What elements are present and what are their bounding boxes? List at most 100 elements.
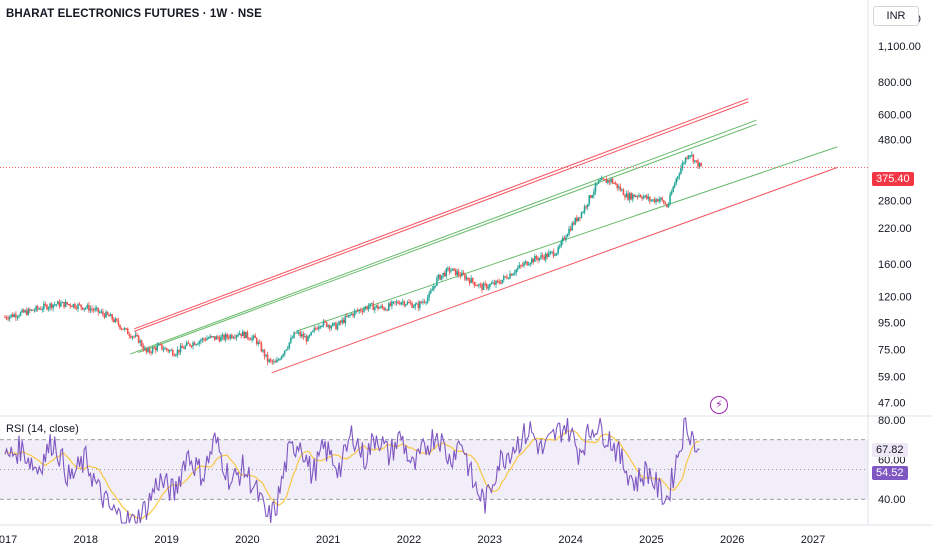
candle-body <box>123 328 126 330</box>
candle-body <box>468 279 471 284</box>
candle-body <box>332 323 334 327</box>
candle-body <box>415 303 418 305</box>
candle-body <box>610 178 612 183</box>
candle-body <box>170 350 173 352</box>
candle-body <box>189 343 191 346</box>
candle-body <box>360 309 362 312</box>
candle-body <box>235 335 238 338</box>
candle-body <box>322 320 325 326</box>
candle-body <box>206 338 208 341</box>
candle-body <box>85 307 87 309</box>
candle-body <box>568 228 570 235</box>
candle-body <box>638 195 640 197</box>
candle-body <box>328 325 331 329</box>
candle-body <box>108 314 110 317</box>
candle-body <box>499 282 502 284</box>
candle-body <box>426 297 429 303</box>
candle-body <box>367 306 370 310</box>
candle-body <box>534 256 536 262</box>
candle-body <box>546 253 549 257</box>
candle-body <box>423 301 426 303</box>
candle-body <box>60 303 62 307</box>
candle-body <box>619 186 622 191</box>
currency-button[interactable]: INR <box>873 6 919 26</box>
candle-body <box>611 178 614 184</box>
candle-body <box>268 359 270 362</box>
candle-body <box>692 154 695 162</box>
candle-body <box>305 336 308 342</box>
candle-body <box>515 269 518 273</box>
candle-body <box>613 183 615 185</box>
candle-body <box>366 306 368 310</box>
candle-body <box>134 334 137 337</box>
candle-body <box>196 343 199 345</box>
candle-body <box>513 272 516 274</box>
candle-body <box>274 361 277 363</box>
candle-body <box>41 308 44 310</box>
candle-body <box>698 162 701 167</box>
candle-body <box>672 187 674 193</box>
candle-body <box>439 274 441 280</box>
candle-body <box>493 282 496 285</box>
candle-body <box>158 344 160 346</box>
trend-line <box>138 123 757 353</box>
candle-body <box>198 341 201 344</box>
flash-icon[interactable]: ⚡ <box>710 396 728 414</box>
candle-body <box>456 271 458 276</box>
candle-body <box>91 308 93 310</box>
candle-body <box>63 301 65 307</box>
candle-body <box>563 237 566 240</box>
candle-body <box>358 309 361 312</box>
candle-body <box>74 304 76 308</box>
candle-body <box>555 253 558 256</box>
candle-body <box>22 309 25 313</box>
candle-body <box>669 194 671 205</box>
candle-body <box>66 301 68 305</box>
candle-body <box>473 281 476 286</box>
candle-body <box>661 197 664 201</box>
candle-body <box>557 247 559 254</box>
candle-body <box>103 314 106 318</box>
candle-body <box>377 305 379 309</box>
trend-line <box>134 101 749 332</box>
candle-body <box>605 179 608 183</box>
candle-body <box>627 193 629 200</box>
candle-body <box>420 301 423 303</box>
candle-body <box>50 303 53 309</box>
candle-body <box>61 301 64 304</box>
candle-body <box>100 311 103 313</box>
price-tick-label: 47.00 <box>878 397 906 409</box>
candle-body <box>97 307 100 313</box>
candle-body <box>361 311 364 313</box>
candle-body <box>689 155 692 157</box>
candle-body <box>655 199 657 203</box>
candle-body <box>271 360 274 363</box>
candle-body <box>425 302 427 304</box>
candle-body <box>625 193 628 198</box>
candle-body <box>203 338 205 340</box>
candle-body <box>451 268 454 271</box>
candle-body <box>150 352 152 354</box>
candle-body <box>217 336 219 339</box>
candle-body <box>276 359 278 363</box>
candle-body <box>411 303 413 308</box>
candle-body <box>349 314 351 316</box>
candle-body <box>175 354 177 356</box>
candle-body <box>350 313 353 315</box>
candle-body <box>156 345 159 351</box>
candle-body <box>333 322 336 324</box>
candle-body <box>417 303 420 308</box>
candle-body <box>454 268 457 276</box>
candle-body <box>521 265 524 267</box>
candle-body <box>229 334 232 339</box>
candle-body <box>381 305 384 308</box>
candle-body <box>459 274 462 277</box>
candle-body <box>479 284 482 286</box>
candle-body <box>443 272 446 277</box>
candle-body <box>409 302 412 304</box>
candle-body <box>369 303 371 307</box>
candle-body <box>453 268 455 270</box>
candle-body <box>422 301 424 303</box>
candle-body <box>673 183 676 188</box>
